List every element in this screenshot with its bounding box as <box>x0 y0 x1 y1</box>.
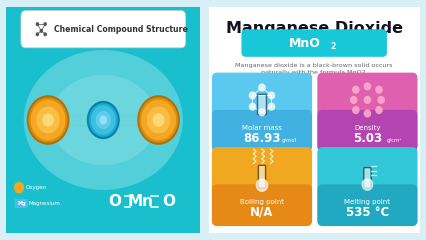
Text: N/A: N/A <box>250 206 273 219</box>
Circle shape <box>14 182 24 193</box>
Circle shape <box>37 107 60 133</box>
Circle shape <box>141 100 176 140</box>
Circle shape <box>99 115 107 125</box>
Circle shape <box>375 86 383 94</box>
Text: 2: 2 <box>331 42 336 51</box>
Text: Manganese Dioxide: Manganese Dioxide <box>226 21 403 36</box>
Text: Mg: Mg <box>17 201 26 206</box>
Circle shape <box>362 178 373 191</box>
Text: Molar mass: Molar mass <box>242 125 282 131</box>
Circle shape <box>36 22 39 26</box>
Circle shape <box>364 109 371 118</box>
FancyBboxPatch shape <box>317 110 417 152</box>
Circle shape <box>352 106 360 114</box>
Circle shape <box>153 113 164 127</box>
Circle shape <box>36 32 39 36</box>
Circle shape <box>147 107 170 133</box>
Circle shape <box>31 100 66 140</box>
FancyBboxPatch shape <box>15 199 28 208</box>
Text: O: O <box>109 194 121 209</box>
Circle shape <box>377 96 385 104</box>
Text: Mn: Mn <box>127 194 153 209</box>
Circle shape <box>43 22 47 26</box>
Circle shape <box>258 84 266 92</box>
Circle shape <box>268 91 275 99</box>
Circle shape <box>268 103 275 111</box>
Ellipse shape <box>24 50 183 190</box>
Circle shape <box>249 91 256 99</box>
Text: Magnesium: Magnesium <box>29 201 60 206</box>
Circle shape <box>350 96 357 104</box>
FancyBboxPatch shape <box>0 0 209 240</box>
Circle shape <box>40 29 43 33</box>
Circle shape <box>42 113 54 127</box>
Text: Boiling point: Boiling point <box>240 199 284 205</box>
FancyBboxPatch shape <box>317 147 417 226</box>
FancyBboxPatch shape <box>258 94 266 114</box>
Circle shape <box>139 97 178 143</box>
Circle shape <box>249 103 256 111</box>
Text: 535 °C: 535 °C <box>346 206 389 219</box>
Text: Chemical Compound Structure: Chemical Compound Structure <box>54 25 188 34</box>
Ellipse shape <box>50 75 157 165</box>
FancyBboxPatch shape <box>317 73 417 152</box>
Circle shape <box>375 106 383 114</box>
Circle shape <box>27 95 69 145</box>
Text: O: O <box>163 194 176 209</box>
FancyBboxPatch shape <box>212 73 312 152</box>
Text: g/mol: g/mol <box>282 138 297 144</box>
FancyBboxPatch shape <box>364 168 371 188</box>
Circle shape <box>364 82 371 90</box>
Text: MnO: MnO <box>289 36 321 50</box>
Text: 86.93: 86.93 <box>243 132 281 144</box>
Text: naturally with the formula MnO2.: naturally with the formula MnO2. <box>261 70 368 75</box>
Text: Density: Density <box>354 125 381 131</box>
FancyBboxPatch shape <box>212 184 312 226</box>
Circle shape <box>137 95 180 145</box>
Circle shape <box>352 86 360 94</box>
FancyBboxPatch shape <box>242 29 387 57</box>
FancyBboxPatch shape <box>212 110 312 152</box>
FancyBboxPatch shape <box>200 0 426 240</box>
Circle shape <box>43 32 47 36</box>
Text: Oxygen: Oxygen <box>26 185 47 190</box>
Circle shape <box>258 108 266 116</box>
FancyBboxPatch shape <box>317 184 417 226</box>
Circle shape <box>91 105 116 135</box>
Circle shape <box>87 101 120 139</box>
Circle shape <box>364 96 371 104</box>
Text: 5.03: 5.03 <box>353 132 382 144</box>
Text: g/cm³: g/cm³ <box>387 138 403 144</box>
Circle shape <box>29 97 67 143</box>
FancyBboxPatch shape <box>21 11 186 48</box>
Text: Manganese dioxide is a black-brown solid occurs: Manganese dioxide is a black-brown solid… <box>236 63 393 68</box>
Circle shape <box>89 103 118 137</box>
Text: Melting point: Melting point <box>344 199 390 205</box>
Circle shape <box>95 111 111 129</box>
FancyBboxPatch shape <box>259 165 265 188</box>
FancyBboxPatch shape <box>212 147 312 226</box>
Circle shape <box>256 178 268 192</box>
